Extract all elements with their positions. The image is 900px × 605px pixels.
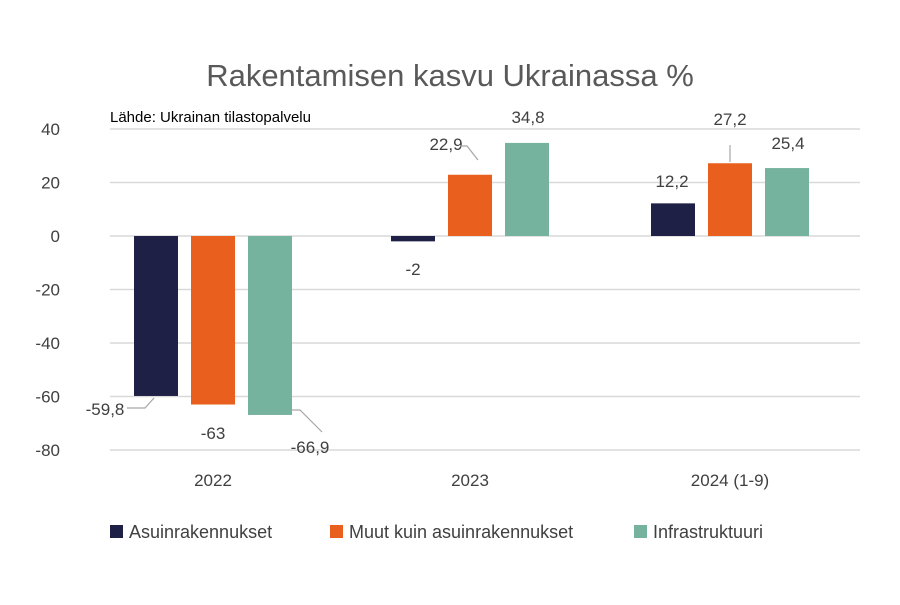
data-label: -63 [201,424,226,443]
legend-label: Asuinrakennukset [129,522,272,542]
bar-asuinrakennukset [134,236,178,396]
legend-swatch [634,525,647,538]
legend-swatch [330,525,343,538]
legend-label: Muut kuin asuinrakennukset [349,522,573,542]
y-tick-label: -80 [35,441,60,460]
data-label: -66,9 [291,438,330,457]
x-tick-label: 2022 [194,471,232,490]
bar-infrastruktuuri [505,142,549,236]
leader-line [292,409,323,433]
leader-line [460,145,479,161]
bar-asuinrakennukset [391,236,435,242]
source-note: Lähde: Ukrainan tilastopalvelu [110,109,311,126]
y-tick-label: -60 [35,388,60,407]
bar-infrastruktuuri [248,236,292,415]
legend-label: Infrastruktuuri [653,522,763,542]
data-label: 34,8 [511,108,544,127]
x-tick-label: 2023 [451,471,489,490]
legend-swatch [110,525,123,538]
y-tick-label: -40 [35,334,60,353]
x-tick-label: 2024 (1-9) [691,471,769,490]
bar-infrastruktuuri [765,168,809,236]
chart-title: Rakentamisen kasvu Ukrainassa % [206,58,694,93]
data-label: 27,2 [713,110,746,129]
data-label: 22,9 [429,135,462,154]
data-label: -59,8 [86,400,125,419]
data-label: -2 [405,260,420,279]
bar-muut-kuin-asuinrakennukset [448,174,492,236]
data-label: 25,4 [771,134,804,153]
leader-line [127,397,155,409]
y-tick-label: 40 [41,120,60,139]
bar-muut-kuin-asuinrakennukset [191,236,235,405]
bar-asuinrakennukset [651,203,695,236]
data-label: 12,2 [655,172,688,191]
y-tick-label: -20 [35,281,60,300]
y-tick-label: 0 [51,227,60,246]
bar-muut-kuin-asuinrakennukset [708,163,752,236]
y-tick-label: 20 [41,174,60,193]
